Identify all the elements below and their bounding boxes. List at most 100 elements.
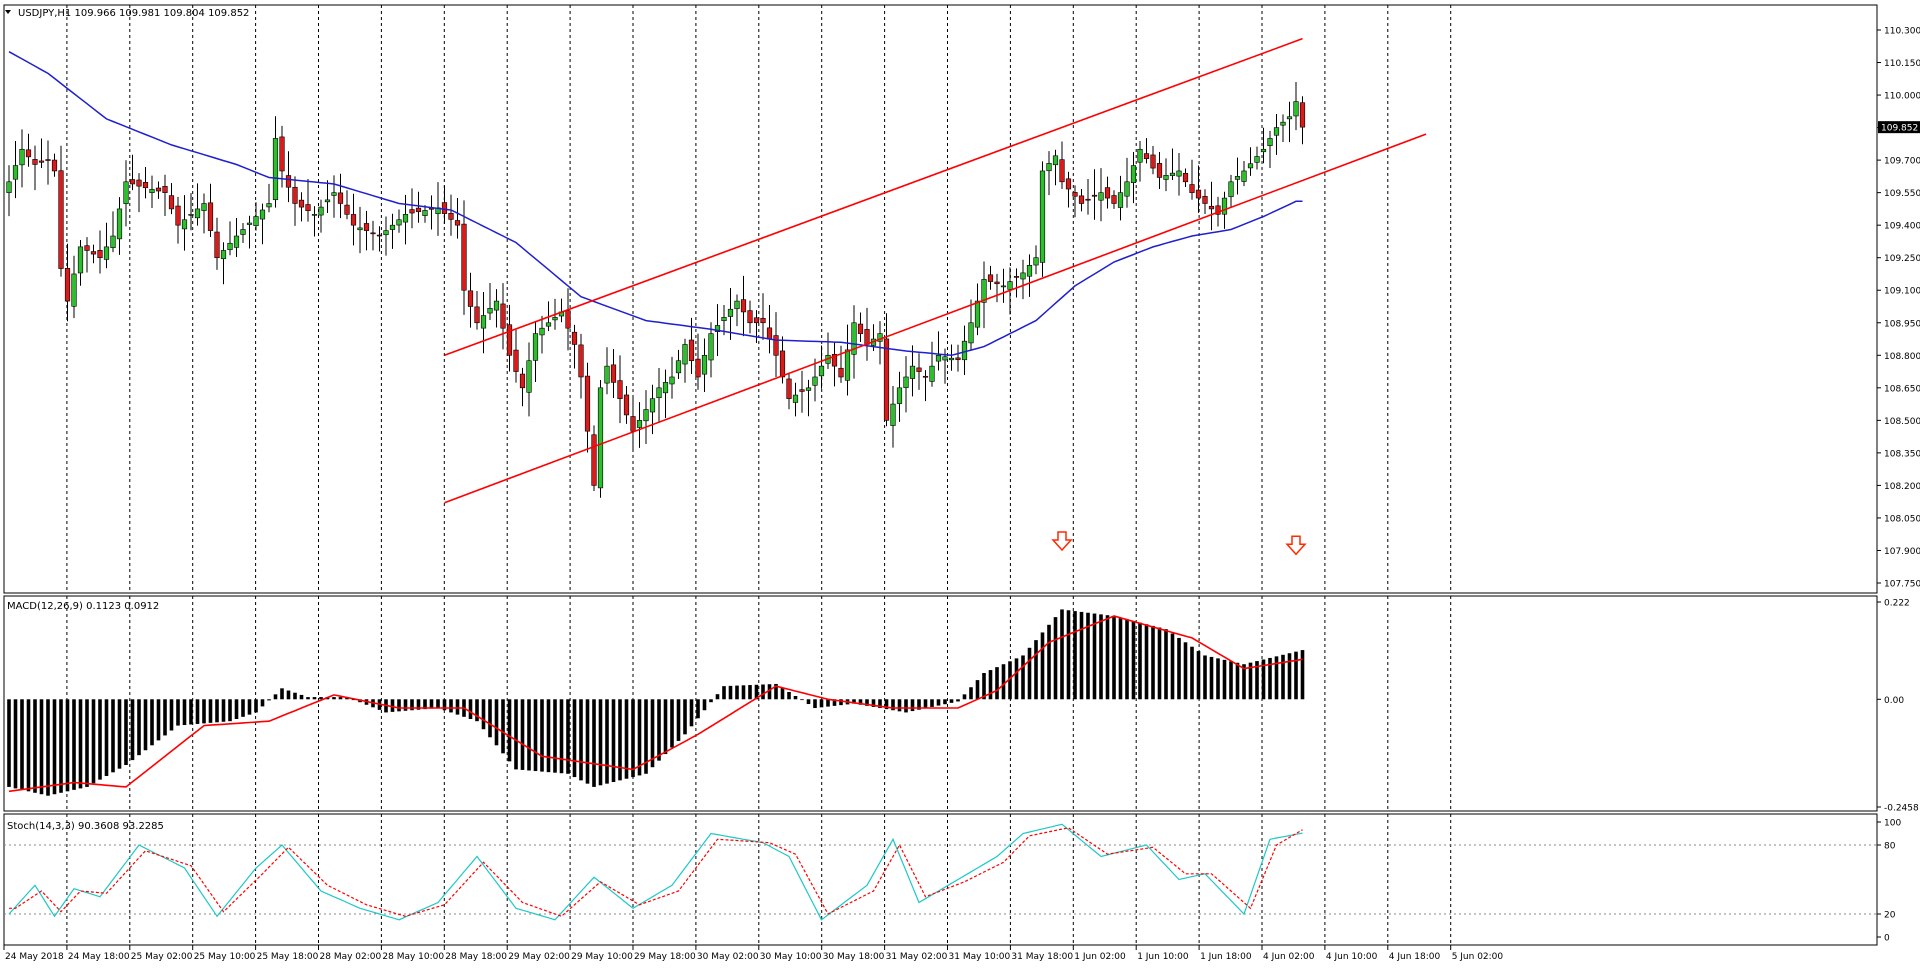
- macd-histogram-bar: [397, 699, 401, 712]
- candle-body: [669, 376, 675, 385]
- macd-histogram-bar: [852, 699, 856, 704]
- candle-body: [838, 367, 844, 378]
- candle-body: [929, 365, 935, 382]
- candle-body: [968, 322, 974, 344]
- macd-histogram-bar: [163, 699, 167, 736]
- candle-body: [396, 219, 402, 226]
- macd-histogram-bar: [637, 699, 642, 776]
- candle-body: [175, 205, 181, 226]
- time-tick-label: 28 May 02:00: [320, 952, 382, 962]
- candle-body: [1111, 195, 1117, 204]
- macd-histogram-bar: [1066, 610, 1071, 700]
- candle-body: [1078, 195, 1085, 204]
- candle-body: [1215, 205, 1221, 215]
- price-tick-label: 107.750: [1884, 580, 1920, 590]
- macd-histogram-bar: [390, 699, 395, 712]
- candle-body: [1013, 276, 1020, 278]
- candle-body: [1202, 196, 1208, 204]
- macd-histogram-bar: [1040, 632, 1045, 700]
- candle-body: [695, 358, 701, 378]
- candle-body: [896, 387, 903, 404]
- macd-histogram-bar: [858, 699, 863, 705]
- candle-body: [1208, 205, 1215, 210]
- macd-histogram-bar: [488, 699, 492, 738]
- macd-histogram-bar: [111, 699, 115, 773]
- candle-body: [578, 344, 584, 378]
- macd-histogram-bar: [748, 685, 752, 700]
- candle-body: [1228, 181, 1234, 198]
- stoch-header: Stoch(14,3,3) 90.3608 93.2285: [7, 821, 164, 832]
- macd-histogram-bar: [1086, 612, 1090, 700]
- macd-histogram-bar: [1138, 622, 1142, 700]
- macd-histogram-bar: [1021, 655, 1025, 700]
- macd-histogram-bar: [982, 672, 986, 700]
- macd-histogram-bar: [1242, 664, 1246, 700]
- macd-tick-label: -0.2458: [1884, 804, 1919, 814]
- price-panel[interactable]: [6, 37, 1427, 556]
- stoch-signal-line: [9, 827, 1303, 917]
- candle-body: [539, 327, 545, 336]
- candle-body: [1221, 197, 1228, 215]
- macd-histogram-bar: [332, 697, 336, 700]
- candle-body: [935, 354, 942, 362]
- candle-body: [1286, 116, 1293, 120]
- macd-histogram-bar: [1203, 655, 1207, 700]
- macd-histogram-bar: [709, 699, 713, 703]
- candle-body: [760, 317, 766, 324]
- stochastic-panel[interactable]: [4, 823, 1877, 921]
- macd-histogram-bar: [312, 697, 317, 700]
- candle-body: [1143, 153, 1150, 159]
- collapse-triangle-icon[interactable]: [5, 10, 11, 14]
- candle-body: [357, 227, 363, 231]
- candle-body: [318, 206, 324, 216]
- candle-body: [344, 204, 350, 215]
- macd-histogram-bar: [936, 699, 941, 706]
- candle-body: [987, 274, 994, 282]
- candle-body: [279, 136, 285, 172]
- macd-histogram-bar: [137, 699, 141, 756]
- time-tick-label: 1 Jun 02:00: [1074, 952, 1126, 962]
- candle-body: [779, 350, 786, 378]
- macd-histogram-bar: [754, 684, 759, 700]
- candle-body: [6, 181, 12, 193]
- candle-body: [636, 420, 643, 428]
- macd-tick-label: 0.222: [1884, 599, 1910, 609]
- stoch-main-line: [8, 823, 1303, 921]
- candle-body: [188, 214, 194, 216]
- candle-body: [1182, 172, 1189, 183]
- macd-histogram-bar: [59, 699, 63, 793]
- candle-body: [220, 250, 227, 260]
- candle-body: [149, 189, 155, 194]
- candle-body: [961, 340, 968, 361]
- stoch-tick-label: 0: [1884, 934, 1890, 944]
- candle-body: [955, 357, 961, 360]
- macd-histogram-bar: [1157, 627, 1162, 700]
- candle-body: [1156, 163, 1163, 178]
- macd-histogram-bar: [85, 699, 89, 787]
- macd-histogram-bar: [1118, 617, 1123, 700]
- macd-histogram-bar: [429, 699, 434, 709]
- price-tick-label: 108.500: [1884, 417, 1920, 427]
- candle-body: [1280, 121, 1286, 126]
- candle-body: [513, 349, 519, 372]
- macd-histogram-bar: [494, 699, 499, 746]
- macd-histogram-bar: [72, 699, 76, 790]
- candle-body: [123, 181, 129, 204]
- candle-body: [129, 179, 136, 185]
- macd-histogram-bar: [715, 694, 720, 700]
- candle-body: [272, 138, 279, 200]
- macd-histogram-bar: [618, 699, 622, 781]
- macd-histogram-bar: [117, 699, 122, 769]
- macd-histogram-bar: [1144, 624, 1149, 700]
- candle-body: [12, 165, 19, 180]
- candle-body: [812, 376, 818, 386]
- candle-body: [1059, 159, 1065, 183]
- macd-panel[interactable]: [7, 609, 1305, 796]
- macd-histogram-bar: [774, 683, 778, 700]
- macd-histogram-bar: [605, 699, 609, 784]
- time-tick-label: 25 May 02:00: [131, 952, 193, 962]
- macd-histogram-bar: [702, 699, 707, 711]
- time-tick-label: 5 Jun 02:00: [1452, 952, 1504, 962]
